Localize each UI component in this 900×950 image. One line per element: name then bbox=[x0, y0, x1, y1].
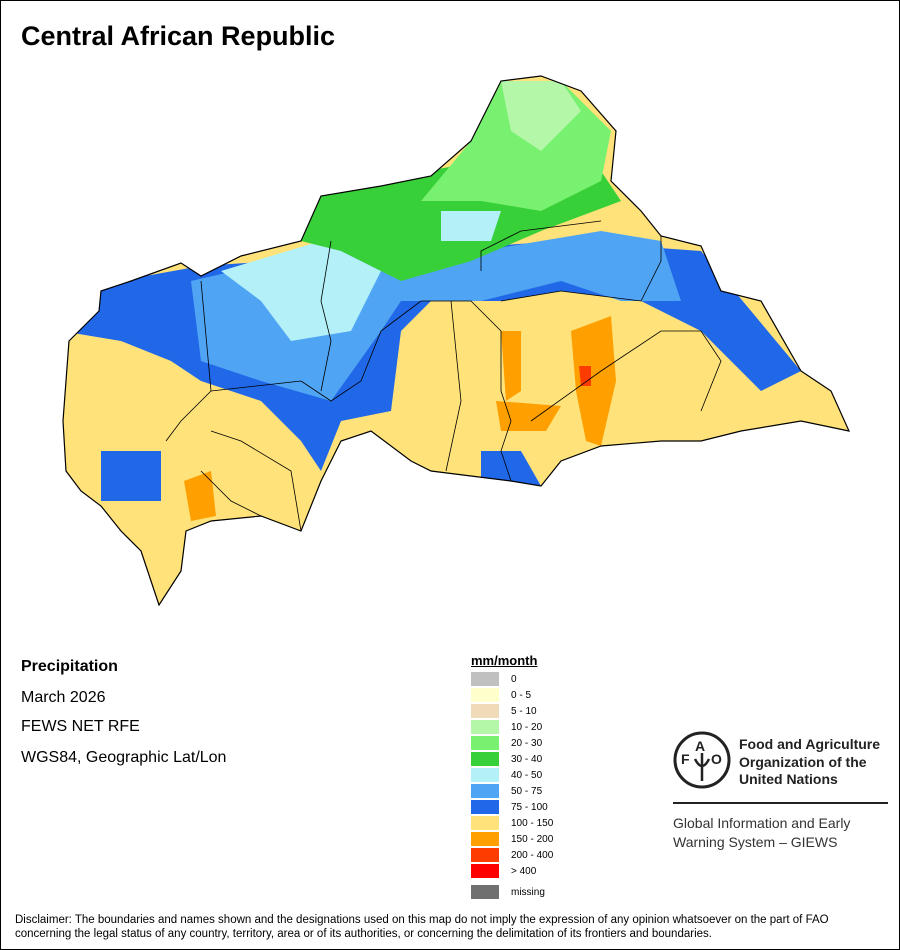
map-title: Central African Republic bbox=[21, 21, 336, 51]
legend-label: 0 - 5 bbox=[511, 689, 532, 701]
legend-item: 30 - 40 bbox=[471, 752, 542, 766]
zone-40-50-n bbox=[441, 211, 501, 241]
zone-75-100-sw bbox=[101, 451, 161, 501]
legend-swatch bbox=[471, 816, 499, 830]
legend-label: missing bbox=[511, 886, 545, 898]
legend-item: 40 - 50 bbox=[471, 768, 542, 782]
svg-text:F: F bbox=[681, 751, 690, 767]
legend-swatch bbox=[471, 672, 499, 686]
period-label: March 2026 bbox=[21, 689, 106, 706]
legend-item: 10 - 20 bbox=[471, 720, 542, 734]
fao-name-line: Food and Agriculture bbox=[739, 736, 881, 752]
zone-75-100-s bbox=[481, 451, 541, 486]
legend-label: 10 - 20 bbox=[511, 721, 543, 733]
legend-swatch bbox=[471, 752, 499, 766]
legend-swatch bbox=[471, 704, 499, 718]
giews-line: Warning System – GIEWS bbox=[673, 834, 838, 850]
legend-swatch bbox=[471, 720, 499, 734]
legend-swatch bbox=[471, 885, 499, 899]
legend-swatch bbox=[471, 848, 499, 862]
zone-150-200-c2 bbox=[501, 331, 521, 401]
legend-label: 0 bbox=[511, 673, 517, 685]
svg-text:A: A bbox=[695, 738, 705, 754]
svg-text:O: O bbox=[711, 751, 722, 767]
disclaimer-line: concerning the legal status of any count… bbox=[15, 928, 712, 940]
legend-label: 20 - 30 bbox=[511, 737, 543, 749]
admin-boundaries bbox=[165, 220, 722, 532]
legend-swatch bbox=[471, 688, 499, 702]
legend-label: 200 - 400 bbox=[511, 849, 554, 861]
legend-label: 5 - 10 bbox=[511, 705, 537, 717]
legend-item: 150 - 200 bbox=[471, 832, 553, 846]
disclaimer: Disclaimer: The boundaries and names sho… bbox=[15, 913, 829, 941]
fao-name-line: United Nations bbox=[739, 771, 838, 787]
zone-200-400 bbox=[579, 366, 591, 386]
legend-item: 200 - 400 bbox=[471, 848, 553, 862]
legend-label: 30 - 40 bbox=[511, 753, 543, 765]
legend-item: 100 - 150 bbox=[471, 816, 553, 830]
legend-swatch bbox=[471, 800, 499, 814]
variable-label: Precipitation bbox=[21, 658, 118, 675]
zone-150-200-c3 bbox=[496, 401, 561, 431]
legend-title: mm/month bbox=[471, 653, 538, 668]
fao-name: Food and Agriculture Organization of the… bbox=[739, 736, 880, 789]
legend-label: > 400 bbox=[511, 865, 537, 877]
legend-item: > 400 bbox=[471, 864, 536, 878]
legend-item: 0 - 5 bbox=[471, 688, 531, 702]
legend-label: 100 - 150 bbox=[511, 817, 554, 829]
legend-label: 50 - 75 bbox=[511, 785, 543, 797]
zone-10-20 bbox=[501, 81, 581, 151]
legend-item-missing: missing bbox=[471, 885, 545, 899]
zone-150-200-sw bbox=[184, 471, 216, 521]
legend-swatch bbox=[471, 736, 499, 750]
legend-label: 150 - 200 bbox=[511, 833, 554, 845]
giews-name: Global Information and Early Warning Sys… bbox=[673, 814, 850, 852]
fao-logo-icon: F A O bbox=[673, 731, 731, 789]
legend-item: 20 - 30 bbox=[471, 736, 542, 750]
zone-150-200-c bbox=[571, 316, 616, 446]
legend-item: 0 bbox=[471, 672, 517, 686]
giews-line: Global Information and Early bbox=[673, 815, 851, 831]
disclaimer-line: Disclaimer: The boundaries and names sho… bbox=[15, 914, 829, 926]
zone-40-50 bbox=[221, 241, 381, 341]
legend-swatch bbox=[471, 832, 499, 846]
precipitation-map bbox=[62, 75, 850, 606]
legend-item: 5 - 10 bbox=[471, 704, 537, 718]
legend-item: 50 - 75 bbox=[471, 784, 542, 798]
projection-label: WGS84, Geographic Lat/Lon bbox=[21, 749, 227, 766]
legend-swatch bbox=[471, 864, 499, 878]
legend-label: 40 - 50 bbox=[511, 769, 543, 781]
fao-name-line: Organization of the bbox=[739, 753, 867, 770]
legend-item: 75 - 100 bbox=[471, 800, 548, 814]
divider bbox=[673, 802, 888, 804]
legend-label: 75 - 100 bbox=[511, 801, 548, 813]
source-label: FEWS NET RFE bbox=[21, 718, 140, 735]
legend-swatch bbox=[471, 768, 499, 782]
legend-swatch bbox=[471, 784, 499, 798]
